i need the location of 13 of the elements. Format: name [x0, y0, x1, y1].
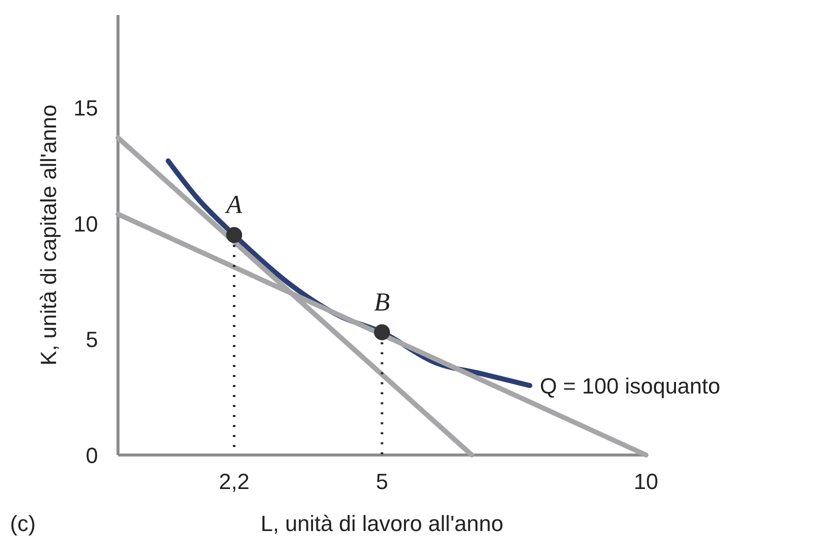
annotation: B — [374, 287, 390, 316]
annotation: A — [224, 190, 242, 219]
series-label: Q = 100 isoquanto — [540, 374, 720, 399]
y-tick-label: 0 — [86, 443, 98, 468]
text: (c) — [10, 511, 36, 536]
y-tick-label: 10 — [74, 211, 98, 236]
x-tick-label: 10 — [634, 469, 658, 494]
x-tick-label: 2,2 — [218, 469, 250, 494]
y-tick-label: 15 — [74, 96, 98, 121]
x-tick-label: 5 — [376, 469, 388, 494]
x-axis-title: L, unità di lavoro all'anno — [260, 511, 504, 536]
y-tick-label: 5 — [86, 327, 98, 352]
y-axis-title: K, unità di capitale all'anno — [36, 104, 61, 366]
